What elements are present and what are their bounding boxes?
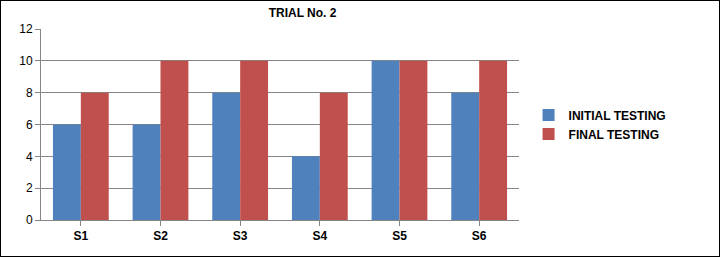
svg-text:S5: S5 (392, 229, 407, 243)
svg-text:0: 0 (26, 213, 33, 227)
svg-text:S1: S1 (73, 229, 88, 243)
svg-text:8: 8 (26, 86, 33, 100)
svg-text:S2: S2 (153, 229, 168, 243)
svg-text:4: 4 (26, 150, 33, 164)
svg-text:TRIAL No. 2: TRIAL No. 2 (269, 6, 337, 20)
svg-text:2: 2 (26, 181, 33, 195)
svg-text:12: 12 (19, 22, 33, 36)
svg-text:S3: S3 (233, 229, 248, 243)
svg-text:S4: S4 (312, 229, 327, 243)
svg-text:FINAL TESTING: FINAL TESTING (569, 128, 659, 142)
svg-text:6: 6 (26, 118, 33, 132)
svg-text:INITIAL TESTING: INITIAL TESTING (569, 109, 666, 123)
svg-text:10: 10 (19, 54, 33, 68)
svg-text:S6: S6 (472, 229, 487, 243)
